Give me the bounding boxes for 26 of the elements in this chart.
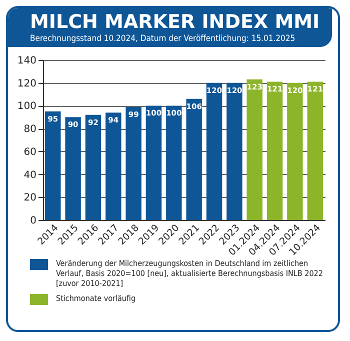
y-tick-label: 100 xyxy=(17,101,36,112)
chart-subtitle: Berechnungsstand 10.2024, Datum der Veröffentlichung: 15.01.2025 xyxy=(30,34,296,44)
y-tick-label: 120 xyxy=(17,78,36,90)
bar xyxy=(226,82,242,220)
chart-title: MILCH MARKER INDEX MMI xyxy=(30,11,321,33)
bar xyxy=(45,111,61,220)
bar xyxy=(206,82,222,220)
bar xyxy=(166,106,182,220)
bar xyxy=(186,98,202,220)
bar xyxy=(106,112,122,220)
bar xyxy=(146,106,162,220)
bar xyxy=(287,82,303,220)
y-tick-label: 80 xyxy=(24,124,36,136)
bar xyxy=(126,106,142,220)
bar xyxy=(266,82,283,220)
y-tick-label: 140 xyxy=(17,56,36,66)
y-tick-label: 40 xyxy=(24,170,36,181)
bar xyxy=(246,79,262,220)
bar xyxy=(65,117,81,220)
bar xyxy=(85,114,102,220)
y-tick-label: 60 xyxy=(24,146,36,158)
legend-label: Stichmonate vorläufig xyxy=(56,294,136,304)
bar xyxy=(307,82,323,220)
y-tick-label: 0 xyxy=(30,216,36,226)
legend-label: Veränderung der Milcherzeugungskosten in Deutschland im zeitlichen Verlauf, Basis 2020=100 [neu], aktualisierte Berechnungsbasis INLB 2022 [zuvor 2010-2021] xyxy=(56,259,324,289)
y-tick-label: 20 xyxy=(24,192,36,204)
